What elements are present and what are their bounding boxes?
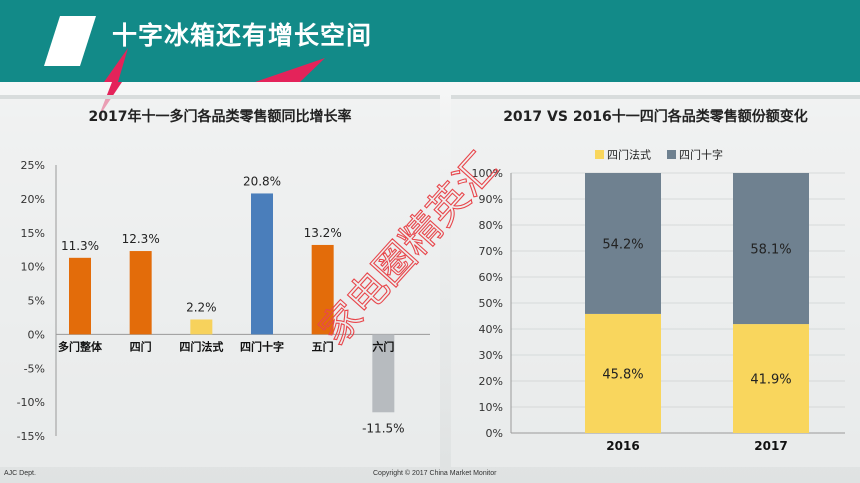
data-label: 11.3% (61, 239, 99, 253)
data-label: 20.8% (243, 174, 281, 188)
right-chart-title: 2017 VS 2016十一四门各品类零售额份额变化 (503, 109, 808, 125)
y-tick-label: 50% (479, 297, 503, 310)
y-tick-label: 10% (21, 261, 45, 274)
parallelogram-icon (44, 16, 96, 66)
data-label: 2.2% (186, 300, 217, 314)
category-label: 2017 (754, 439, 787, 453)
data-label: 54.2% (602, 237, 643, 252)
category-label: 多门整体 (58, 339, 103, 353)
watermark: 家电圈精英汇 (311, 144, 507, 354)
legend-swatch (667, 150, 676, 159)
category-label: 2016 (606, 439, 639, 453)
y-tick-label: 20% (21, 193, 45, 206)
legend-label: 四门十字 (679, 148, 723, 162)
data-label: 41.9% (750, 373, 791, 388)
bar-2 (129, 251, 152, 335)
y-tick-label: 20% (479, 375, 503, 388)
data-label: 12.3% (122, 232, 160, 246)
footer-dept: AJC Dept. (4, 470, 36, 477)
stack-segment (585, 173, 661, 314)
category-label: 五门 (312, 339, 334, 353)
y-tick-label: 10% (479, 401, 503, 414)
category-label: 四门十字 (240, 339, 284, 353)
bar-6 (372, 334, 395, 413)
legend-label: 四门法式 (607, 148, 651, 162)
category-label: 四门法式 (179, 339, 223, 353)
bar-5 (311, 244, 334, 335)
y-tick-label: -5% (24, 362, 45, 375)
y-tick-label: 70% (479, 245, 503, 258)
y-tick-label: 15% (21, 227, 45, 240)
bar-4 (251, 193, 273, 335)
y-tick-label: 5% (28, 295, 45, 308)
slide-header: 十字冰箱还有增长空间 (0, 0, 860, 82)
bar-1 (69, 257, 91, 335)
watermark-text: 家电圈精英汇 (311, 145, 506, 354)
data-label: 45.8% (602, 367, 643, 382)
category-label: 四门 (130, 339, 152, 353)
stack-segment (585, 313, 661, 433)
y-tick-label: 80% (479, 219, 503, 232)
category-label: 六门 (372, 339, 394, 353)
footer-copyright: Copyright © 2017 China Market Monitor (373, 470, 497, 477)
data-label: 13.2% (304, 226, 342, 240)
growth-bar-chart: 25% 20% 15% 10% 5% 0% -5% -10% -15% 11.3% 多门整体 12.3… (17, 159, 430, 443)
y-tick-label: 0% (28, 328, 45, 341)
y-tick-label: 60% (479, 271, 503, 284)
y-tick-label: -15% (17, 430, 45, 443)
y-tick-label: 40% (479, 323, 503, 336)
stack-segment (733, 173, 809, 325)
y-tick-label: 25% (21, 159, 45, 172)
slide-title: 十字冰箱还有增长空间 (112, 21, 373, 50)
data-label: -11.5% (362, 421, 404, 435)
share-stacked-bar-chart: 0% 10% 20% 30% 40% 50% 60% 70% 80% 90% 100% 四门法式 四门十… (472, 148, 845, 453)
data-label: 58.1% (750, 243, 791, 258)
left-chart-title: 2017年十一多门各品类零售额同比增长率 (88, 109, 352, 125)
y-tick-label: 30% (479, 349, 503, 362)
y-tick-label: 0% (486, 427, 503, 440)
stack-segment (733, 324, 809, 433)
y-tick-label: 90% (479, 193, 503, 206)
y-tick-label: 100% (472, 167, 503, 180)
y-tick-label: -10% (17, 396, 45, 409)
legend-swatch (595, 150, 604, 159)
bar-3 (190, 319, 213, 335)
